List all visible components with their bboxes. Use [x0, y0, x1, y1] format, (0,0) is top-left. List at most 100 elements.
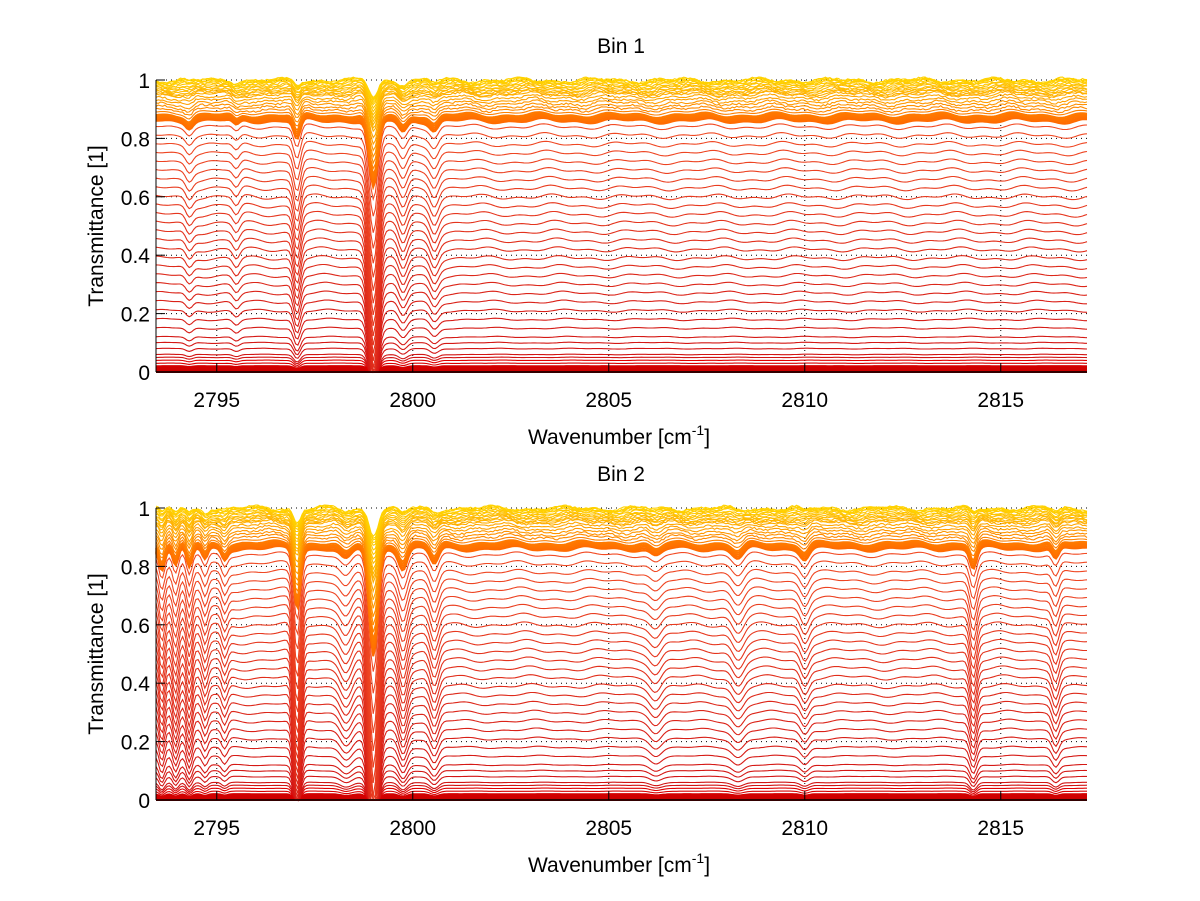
- spectrum-line: [155, 540, 1088, 645]
- spectrum-line: [155, 93, 1088, 139]
- spectrum-line: [155, 76, 1088, 99]
- spectrum-line: [155, 175, 1088, 291]
- x-tick-label: 2810: [781, 389, 828, 412]
- spectrum-line: [155, 700, 1088, 801]
- spectrum-line: [155, 736, 1088, 802]
- spectrum-line: [155, 775, 1087, 801]
- spectrum-line: [155, 84, 1088, 120]
- spectrum-line: [155, 89, 1088, 129]
- spectrum-line: [155, 638, 1088, 801]
- spectrum-line: [155, 506, 1088, 547]
- x-axis-label-suffix: ]: [704, 854, 710, 877]
- spectrum-line: [155, 794, 1087, 801]
- spectrum-line: [155, 586, 1088, 751]
- spectrum-line: [155, 111, 1088, 178]
- spectrum-line: [155, 691, 1088, 801]
- spectrum-line: [156, 369, 1087, 373]
- spectra-lines: [155, 504, 1088, 803]
- y-tick-label: 0.6: [121, 187, 150, 210]
- y-tick-label: 1: [138, 70, 150, 93]
- spectrum-line: [155, 621, 1088, 801]
- x-tick-label: 2795: [193, 817, 240, 840]
- spectrum-line: [155, 504, 1088, 538]
- spectrum-line: [156, 366, 1087, 373]
- spectrum-line: [156, 368, 1087, 373]
- plot-title: Bin 2: [597, 463, 645, 486]
- spectrum-line: [155, 317, 1087, 373]
- y-tick-label: 0.4: [121, 245, 151, 268]
- spectrum-line: [155, 524, 1088, 600]
- spectrum-line: [155, 104, 1088, 165]
- x-tick-label: 2815: [977, 389, 1024, 412]
- y-tick-label: 0.2: [121, 732, 150, 755]
- y-tick-label: 0: [138, 362, 150, 385]
- x-tick-label: 2805: [585, 389, 632, 412]
- spectrum-line: [155, 793, 1087, 801]
- spectrum-line: [156, 116, 1087, 191]
- y-tick-label: 1: [138, 498, 150, 521]
- spectrum-line: [155, 683, 1088, 801]
- y-tick-label: 0.2: [121, 304, 150, 327]
- subplot-bin-2: Bin 2 0 0.2 0.4 0.6 0.8 1 2795 2800 2805 2810 281…: [85, 463, 1088, 877]
- spectrum-line: [155, 255, 1088, 373]
- spectrum-line: [155, 96, 1088, 146]
- y-axis-label: Transmittance [1]: [85, 145, 108, 306]
- axes: [155, 79, 1087, 373]
- spectrum-line: [155, 228, 1088, 354]
- y-tick-label: 0.4: [121, 673, 151, 696]
- x-tick-label: 2810: [781, 817, 828, 840]
- spectrum-line: [155, 612, 1088, 797]
- spectrum-line: [155, 665, 1088, 801]
- spectrum-line: [155, 504, 1088, 539]
- spectrum-line: [155, 108, 1088, 171]
- spectrum-line: [155, 99, 1088, 152]
- spectrum-line: [155, 335, 1088, 373]
- y-tick-label: 0.8: [121, 556, 150, 579]
- plot-title: Bin 1: [597, 35, 645, 58]
- spectrum-line: [155, 784, 1088, 801]
- spectrum-line: [155, 167, 1088, 278]
- spectrum-line: [155, 112, 1088, 182]
- spectrum-line: [155, 787, 1087, 801]
- spectrum-line: [155, 536, 1088, 633]
- y-tick-label: 0.6: [121, 615, 150, 638]
- spectrum-line: [155, 630, 1088, 801]
- spectrum-line: [155, 551, 1088, 672]
- spectrum-line: [155, 543, 1087, 653]
- spectrum-line: [155, 647, 1087, 801]
- x-axis-label: Wavenumber [cm-1]: [528, 422, 710, 449]
- spectrum-line: [155, 281, 1088, 373]
- spectrum-line: [155, 140, 1088, 233]
- spectrum-line: [156, 362, 1087, 373]
- spectrum-line: [155, 219, 1088, 346]
- spectrum-line: [155, 541, 1088, 649]
- spectrum-line: [155, 347, 1088, 373]
- spectrum-line: [155, 568, 1088, 714]
- spectrum-line: [156, 272, 1088, 373]
- spectrum-line: [155, 790, 1087, 801]
- spectrum-line: [155, 595, 1088, 768]
- x-tick-label: 2800: [389, 389, 436, 412]
- spectrum-line: [155, 114, 1088, 185]
- spectrum-line: [155, 308, 1088, 373]
- axes: [155, 507, 1087, 801]
- spectrum-line: [155, 530, 1088, 617]
- spectrum-line: [155, 290, 1088, 373]
- spectrum-line: [156, 365, 1087, 373]
- spectrum-line: [155, 149, 1088, 249]
- spectrum-line: [155, 533, 1088, 626]
- spectrum-line: [155, 539, 1088, 641]
- x-tick-labels: 2795 2800 2805 2810 2815: [193, 817, 1024, 840]
- spectrum-line: [155, 237, 1088, 362]
- spectrum-line: [155, 517, 1088, 580]
- spectrum-line: [155, 781, 1087, 801]
- x-axis-label-main: Wavenumber [cm: [528, 426, 692, 449]
- spectrum-line: [155, 577, 1088, 734]
- spectrum-line: [155, 326, 1088, 373]
- spectrum-line: [155, 508, 1088, 551]
- x-tick-label: 2795: [193, 389, 240, 412]
- y-tick-label: 0.8: [121, 128, 150, 151]
- x-tick-label: 2815: [977, 817, 1024, 840]
- x-tick-label: 2800: [389, 817, 436, 840]
